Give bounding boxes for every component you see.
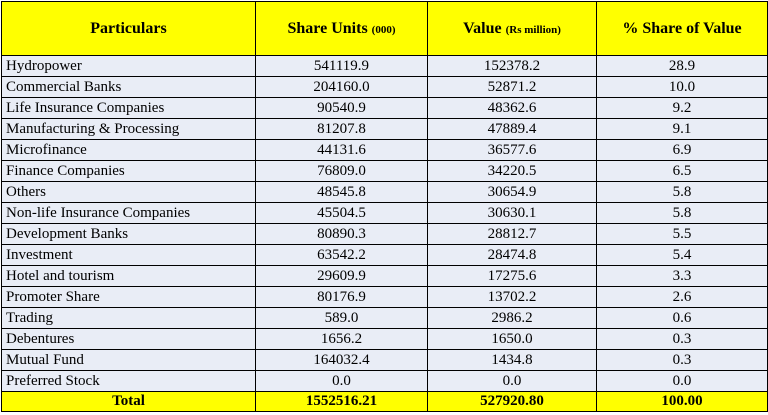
cell-value: 1650.0 [427,328,597,350]
cell-particulars: Commercial Banks [1,76,256,98]
cell-value: 0.0 [427,370,597,392]
table-row: Manufacturing & Processing 81207.8 47889.4… [1,118,768,140]
cell-share-units: 63542.2 [255,244,428,266]
cell-share-units: 80890.3 [255,223,428,245]
header-pct-share-label: % Share of Value [622,19,742,37]
cell-share-units: 81207.8 [255,118,428,140]
cell-particulars: Non-life Insurance Companies [1,202,256,224]
cell-value: 28812.7 [427,223,597,245]
header-particulars: Particulars [1,1,256,56]
cell-share-units: 204160.0 [255,76,428,98]
cell-particulars: Hydropower [1,55,256,77]
cell-value: 17275.6 [427,265,597,287]
cell-particulars: Manufacturing & Processing [1,118,256,140]
table-row: Debentures 1656.2 1650.0 0.3 [1,328,768,350]
table-row: Investment 63542.2 28474.8 5.4 [1,244,768,266]
table-row: Non-life Insurance Companies 45504.5 30630… [1,202,768,224]
cell-value: 52871.2 [427,76,597,98]
cell-pct-share: 10.0 [596,76,768,98]
cell-share-units: 90540.9 [255,97,428,119]
cell-particulars: Development Banks [1,223,256,245]
cell-share-units: 48545.8 [255,181,428,203]
table-header-row: Particulars Share Units (000) Value (Rs … [1,1,768,56]
cell-particulars: Investment [1,244,256,266]
table-row: Finance Companies 76809.0 34220.5 6.5 [1,160,768,182]
cell-value: 34220.5 [427,160,597,182]
cell-share-units: 1656.2 [255,328,428,350]
table-row: Mutual Fund 164032.4 1434.8 0.3 [1,349,768,371]
header-pct-share: % Share of Value [596,1,768,56]
table-row: Preferred Stock 0.0 0.0 0.0 [1,370,768,392]
cell-particulars: Mutual Fund [1,349,256,371]
total-label: Total [1,391,256,412]
cell-share-units: 76809.0 [255,160,428,182]
cell-pct-share: 0.3 [596,328,768,350]
table-row: Trading 589.0 2986.2 0.6 [1,307,768,329]
cell-share-units: 589.0 [255,307,428,329]
cell-value: 30654.9 [427,181,597,203]
cell-value: 2986.2 [427,307,597,329]
cell-pct-share: 2.6 [596,286,768,308]
cell-pct-share: 5.8 [596,181,768,203]
cell-pct-share: 6.9 [596,139,768,161]
header-particulars-label: Particulars [90,19,167,37]
cell-value: 152378.2 [427,55,597,77]
cell-value: 48362.6 [427,97,597,119]
cell-value: 36577.6 [427,139,597,161]
table-row: Life Insurance Companies 90540.9 48362.6 9.… [1,97,768,119]
cell-particulars: Microfinance [1,139,256,161]
cell-particulars: Life Insurance Companies [1,97,256,119]
cell-share-units: 0.0 [255,370,428,392]
table-row: Development Banks 80890.3 28812.7 5.5 [1,223,768,245]
cell-share-units: 45504.5 [255,202,428,224]
cell-pct-share: 6.5 [596,160,768,182]
cell-particulars: Promoter Share [1,286,256,308]
cell-particulars: Trading [1,307,256,329]
cell-share-units: 80176.9 [255,286,428,308]
header-value: Value (Rs million) [427,1,597,56]
cell-pct-share: 28.9 [596,55,768,77]
table-row: Hydropower 541119.9 152378.2 28.9 [1,55,768,77]
cell-value: 1434.8 [427,349,597,371]
header-share-units: Share Units (000) [255,1,428,56]
cell-particulars: Preferred Stock [1,370,256,392]
cell-value: 47889.4 [427,118,597,140]
table-row: Others 48545.8 30654.9 5.8 [1,181,768,203]
cell-pct-share: 5.4 [596,244,768,266]
total-value: 527920.80 [427,391,597,412]
cell-pct-share: 9.2 [596,97,768,119]
total-pct: 100.00 [596,391,768,412]
table-row: Promoter Share 80176.9 13702.2 2.6 [1,286,768,308]
cell-value: 13702.2 [427,286,597,308]
cell-value: 30630.1 [427,202,597,224]
header-value-unit: (Rs million) [505,23,561,36]
cell-share-units: 164032.4 [255,349,428,371]
cell-pct-share: 0.0 [596,370,768,392]
header-share-units-unit: (000) [371,23,396,36]
cell-share-units: 44131.6 [255,139,428,161]
cell-pct-share: 0.6 [596,307,768,329]
table-row: Microfinance 44131.6 36577.6 6.9 [1,139,768,161]
cell-share-units: 541119.9 [255,55,428,77]
table-row: Commercial Banks 204160.0 52871.2 10.0 [1,76,768,98]
cell-pct-share: 0.3 [596,349,768,371]
table-row: Hotel and tourism 29609.9 17275.6 3.3 [1,265,768,287]
cell-particulars: Finance Companies [1,160,256,182]
total-share-units: 1552516.21 [255,391,428,412]
header-value-label: Value [463,19,502,37]
cell-pct-share: 5.8 [596,202,768,224]
cell-particulars: Hotel and tourism [1,265,256,287]
cell-value: 28474.8 [427,244,597,266]
cell-particulars: Others [1,181,256,203]
cell-particulars: Debentures [1,328,256,350]
cell-pct-share: 3.3 [596,265,768,287]
total-row: Total 1552516.21 527920.80 100.00 [1,391,768,412]
cell-pct-share: 5.5 [596,223,768,245]
cell-share-units: 29609.9 [255,265,428,287]
header-share-units-label: Share Units [287,19,368,37]
cell-pct-share: 9.1 [596,118,768,140]
table-body: Hydropower 541119.9 152378.2 28.9 Commercial… [1,55,768,392]
